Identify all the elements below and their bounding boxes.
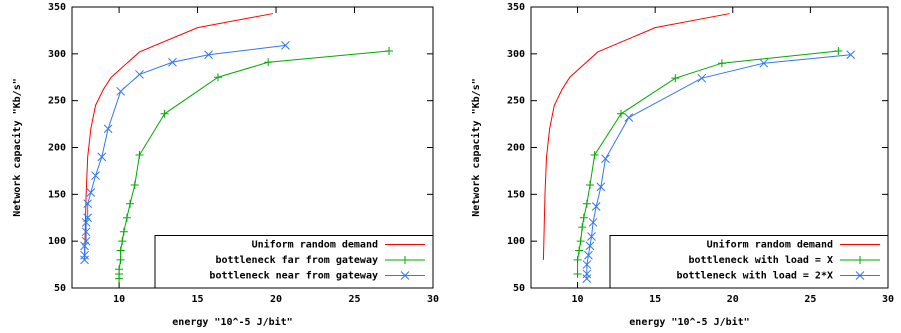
marker	[401, 256, 409, 264]
marker	[573, 269, 582, 278]
legend-label: bottleneck with load = X	[689, 254, 834, 266]
y-tick-label: 100	[48, 236, 66, 247]
y-tick-label: 350	[48, 2, 66, 13]
x-tick-label: 25	[348, 294, 360, 305]
y-tick-label: 150	[507, 189, 525, 200]
y-tick-label: 250	[48, 96, 66, 107]
x-tick-label: 15	[649, 294, 661, 305]
marker	[83, 213, 93, 223]
marker	[97, 152, 107, 162]
marker	[115, 265, 124, 274]
x-tick-label: 25	[804, 294, 816, 305]
marker	[591, 202, 601, 211]
marker	[126, 199, 135, 208]
y-tick-label: 300	[507, 49, 525, 60]
y-tick-label: 200	[507, 143, 525, 154]
marker	[264, 58, 273, 67]
marker	[582, 269, 592, 279]
x-tick-label: 20	[270, 294, 282, 305]
marker	[116, 246, 125, 255]
marker	[81, 227, 91, 237]
marker	[856, 256, 864, 264]
x-tick-label: 10	[113, 294, 125, 305]
series-line	[542, 13, 730, 260]
marker	[80, 241, 89, 251]
y-tick-label: 50	[513, 283, 525, 294]
marker	[759, 58, 769, 68]
marker	[578, 223, 587, 232]
marker	[103, 124, 113, 134]
legend-label: bottleneck near from gateway	[209, 271, 378, 282]
marker	[617, 109, 626, 118]
marker	[168, 57, 177, 67]
marker	[846, 50, 856, 60]
marker	[385, 47, 394, 56]
marker	[834, 47, 843, 56]
series-line	[84, 13, 273, 260]
marker	[91, 171, 100, 180]
y-tick-label: 250	[507, 96, 525, 107]
marker	[671, 74, 680, 83]
marker	[601, 154, 610, 164]
marker	[122, 213, 131, 222]
marker	[575, 246, 584, 255]
marker	[590, 150, 599, 159]
marker	[579, 213, 588, 222]
x-tick-label: 20	[727, 294, 739, 305]
marker	[573, 255, 582, 264]
marker	[576, 237, 585, 246]
marker	[596, 182, 606, 192]
marker	[697, 73, 707, 83]
y-axis-label: Network capacity "Kb/s"	[470, 78, 482, 216]
y-axis-label: Network capacity "Kb/s"	[11, 78, 23, 216]
marker	[855, 271, 865, 280]
y-tick-label: 150	[48, 189, 66, 200]
y-tick-label: 350	[507, 2, 525, 13]
x-axis-label: energy "10^-5 J/bit"	[172, 316, 292, 328]
legend-label: bottleneck far from gateway	[215, 255, 378, 266]
x-tick-label: 30	[427, 294, 439, 305]
marker	[281, 41, 290, 50]
series-line	[84, 44, 286, 260]
marker	[86, 188, 96, 197]
x-tick-label: 15	[192, 294, 204, 305]
marker	[81, 218, 91, 227]
y-tick-label: 50	[54, 283, 66, 294]
marker	[118, 237, 127, 246]
marker	[160, 109, 169, 118]
series-line	[586, 54, 851, 279]
marker	[582, 260, 592, 269]
y-tick-label: 200	[48, 143, 66, 154]
marker	[213, 73, 222, 82]
y-tick-label: 100	[507, 236, 525, 247]
marker	[81, 236, 91, 246]
marker	[587, 232, 596, 241]
marker	[204, 50, 213, 60]
x-tick-label: 10	[572, 294, 584, 305]
legend-label: Uniform random demand	[707, 239, 833, 251]
marker	[135, 150, 144, 159]
marker	[585, 180, 594, 189]
x-tick-label: 30	[882, 294, 894, 305]
marker	[135, 70, 144, 79]
marker	[130, 180, 139, 189]
y-tick-label: 300	[48, 49, 66, 60]
marker	[584, 250, 593, 260]
marker	[116, 255, 125, 264]
marker	[588, 218, 598, 227]
x-axis-label: energy "10^-5 J/bit"	[629, 316, 749, 328]
marker	[624, 113, 634, 122]
marker	[83, 199, 93, 209]
legend-label: Uniform random demand	[252, 239, 378, 251]
marker	[717, 59, 726, 68]
marker	[585, 241, 595, 251]
marker	[582, 199, 591, 208]
marker	[80, 250, 89, 260]
marker	[400, 271, 410, 280]
marker	[116, 86, 126, 96]
legend-label: bottleneck with load = 2*X	[676, 270, 833, 282]
marker	[119, 227, 128, 236]
